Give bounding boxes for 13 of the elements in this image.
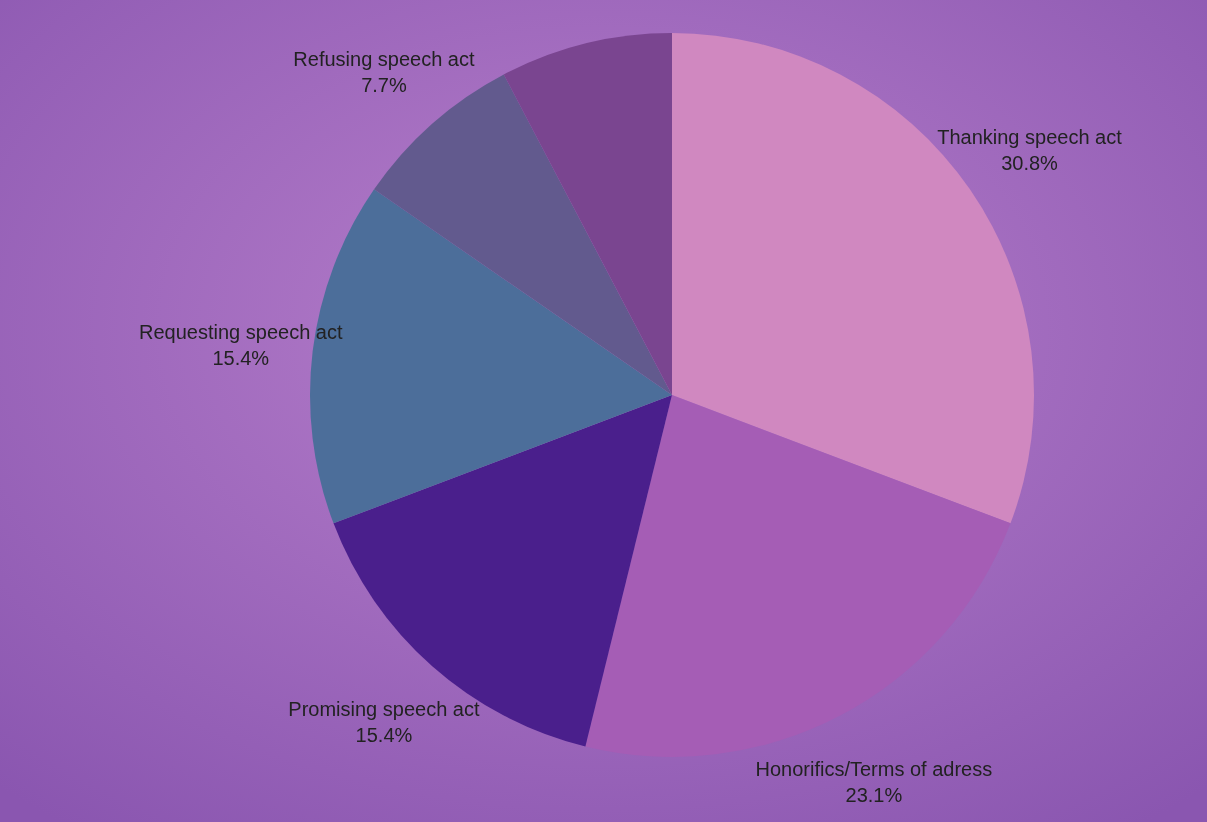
data-label: 7.7%: [361, 73, 407, 96]
data-label: 15.4%: [355, 724, 413, 747]
data-label: 15.4%: [212, 346, 270, 369]
slice-label: Refusing speech act: [293, 47, 475, 70]
pie-slice: [585, 395, 1011, 757]
pie-slice: [503, 33, 672, 395]
slice-label: Requesting speech act: [139, 320, 343, 343]
slice-label: Thanking speech act: [937, 126, 1123, 149]
slice-label: Promising speech act: [288, 698, 480, 721]
data-label: 23.1%: [845, 783, 903, 806]
slice-label: Honorifics/Terms of adress: [755, 757, 993, 780]
data-label: 30.8%: [1001, 152, 1059, 175]
pie-slice: [310, 189, 672, 524]
